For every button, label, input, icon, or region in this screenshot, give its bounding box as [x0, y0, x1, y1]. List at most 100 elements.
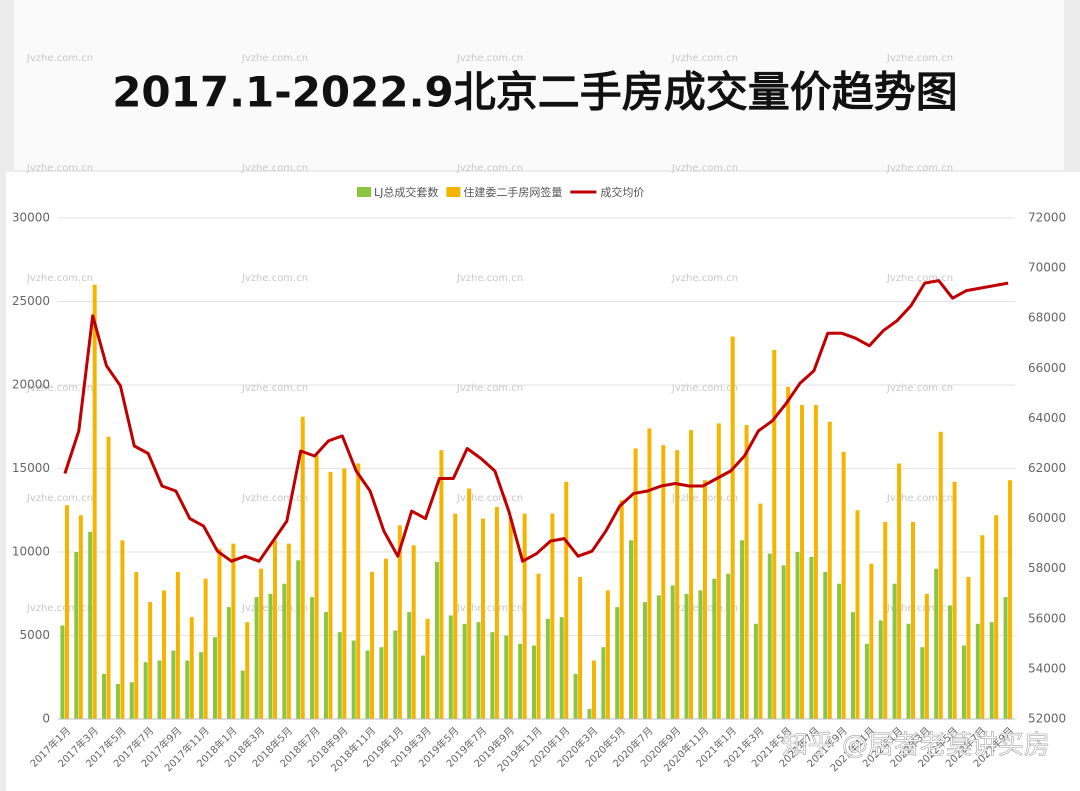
watermark: Jvzhe.com.cn — [456, 163, 523, 174]
bar — [240, 670, 245, 719]
watermark: Jvzhe.com.cn — [241, 383, 308, 394]
bar — [199, 652, 204, 719]
bar — [564, 481, 569, 719]
bar — [605, 590, 610, 719]
bar — [781, 565, 786, 719]
bar — [948, 605, 953, 719]
bar — [448, 615, 453, 719]
bar — [633, 448, 638, 719]
bar — [323, 612, 328, 719]
bar — [296, 560, 301, 719]
y-tick-label: 5000 — [19, 628, 50, 642]
bar — [92, 284, 97, 719]
bar — [328, 471, 333, 719]
y2-tick-label: 56000 — [1028, 611, 1066, 625]
bar — [453, 513, 458, 719]
bar — [587, 708, 592, 719]
credit: 知乎 @居者老莫讲买房 — [782, 731, 1050, 761]
bar — [684, 593, 689, 719]
bar — [143, 662, 148, 719]
y-tick-label: 15000 — [12, 461, 50, 475]
bar — [356, 463, 361, 719]
bar — [619, 500, 624, 719]
bar — [282, 583, 287, 719]
bar — [615, 607, 620, 719]
bar — [245, 622, 250, 719]
watermark: Jvzhe.com.cn — [26, 53, 93, 64]
watermark: Jvzhe.com.cn — [26, 273, 93, 284]
bar — [175, 572, 180, 719]
bar — [189, 617, 194, 719]
watermark: Jvzhe.com.cn — [456, 603, 523, 614]
bar — [924, 593, 929, 719]
chart-card — [6, 172, 1080, 791]
bar — [809, 557, 814, 719]
y2-tick-label: 70000 — [1028, 261, 1066, 275]
watermark: Jvzhe.com.cn — [26, 163, 93, 174]
bar — [490, 632, 495, 719]
bar — [467, 488, 472, 719]
bar — [573, 673, 578, 719]
legend-swatch — [446, 187, 461, 197]
bar — [213, 637, 217, 719]
bar — [841, 451, 846, 719]
bar — [730, 336, 735, 719]
bar — [300, 416, 305, 719]
bar — [869, 563, 874, 719]
bar — [1003, 597, 1008, 719]
bar — [851, 612, 855, 719]
bar — [494, 506, 499, 719]
y2-tick-label: 60000 — [1028, 511, 1066, 525]
bar — [578, 577, 583, 719]
watermark: Jvzhe.com.cn — [241, 493, 308, 504]
bar — [365, 650, 370, 719]
bar — [827, 421, 832, 719]
bar — [878, 620, 883, 719]
bar — [989, 622, 994, 719]
bar — [740, 540, 745, 719]
bar — [698, 590, 703, 719]
y-tick-label: 25000 — [12, 294, 50, 308]
bar — [314, 455, 319, 719]
bar — [351, 640, 356, 719]
bar — [74, 552, 79, 719]
bar — [712, 578, 717, 719]
y-tick-label: 30000 — [12, 211, 50, 225]
bar — [642, 602, 647, 719]
bar — [975, 623, 980, 719]
watermark: Jvzhe.com.cn — [886, 383, 953, 394]
y-tick-label: 0 — [42, 712, 50, 726]
bar — [661, 445, 666, 719]
bar — [883, 521, 888, 719]
bar — [716, 423, 721, 719]
bar — [910, 521, 915, 719]
bar — [753, 623, 758, 719]
bar — [102, 673, 107, 719]
watermark: Jvzhe.com.cn — [456, 493, 523, 504]
bar — [670, 585, 675, 719]
bar — [162, 590, 167, 719]
y2-tick-label: 66000 — [1028, 361, 1066, 375]
watermark: Jvzhe.com.cn — [241, 53, 308, 64]
bar — [397, 525, 402, 719]
watermark: Jvzhe.com.cn — [26, 603, 93, 614]
watermark: Jvzhe.com.cn — [456, 383, 523, 394]
header-card — [14, 0, 1064, 170]
bar — [934, 568, 939, 719]
watermark: Jvzhe.com.cn — [886, 603, 953, 614]
bar — [286, 543, 291, 719]
bar — [217, 548, 222, 719]
bar — [60, 625, 65, 719]
y2-tick-label: 58000 — [1028, 561, 1066, 575]
bar — [800, 405, 805, 719]
watermark: Jvzhe.com.cn — [671, 383, 738, 394]
bar — [106, 436, 111, 719]
bar — [837, 583, 842, 719]
bar — [337, 632, 342, 719]
bar — [897, 463, 902, 719]
bar — [522, 513, 527, 719]
bar — [78, 515, 83, 719]
line — [63, 279, 1009, 563]
bar — [772, 349, 777, 719]
bar — [203, 578, 208, 719]
